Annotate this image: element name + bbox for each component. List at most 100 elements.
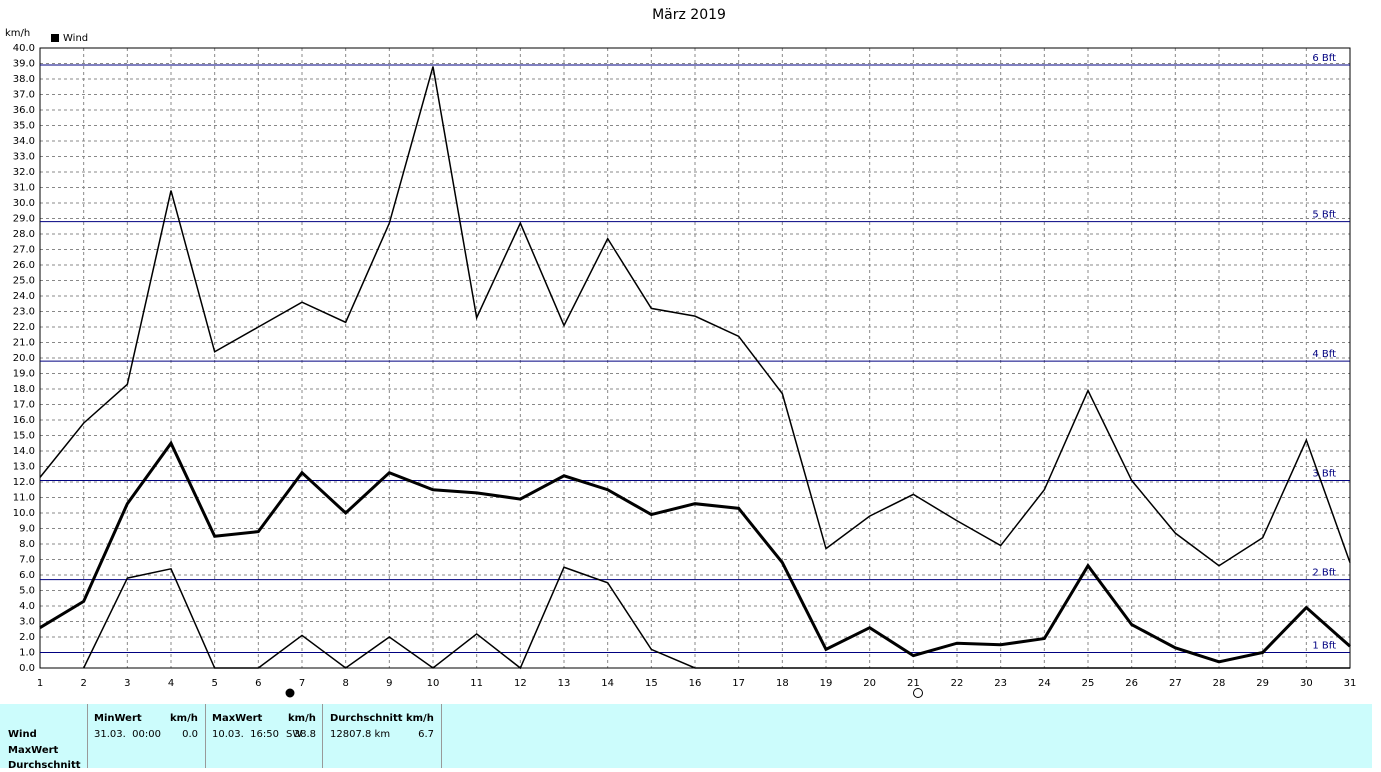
header: Durchschnitt km/h [330, 713, 434, 724]
reference-label: 3 Bft [1312, 468, 1336, 479]
x-tick-label: 27 [1169, 678, 1182, 689]
x-tick-label: 3 [124, 678, 130, 689]
y-tick-label: 38.0 [13, 74, 35, 85]
x-tick-label: 7 [299, 678, 305, 689]
header: km/h [288, 713, 316, 724]
x-tick-label: 14 [601, 678, 614, 689]
x-tick-label: 15 [645, 678, 658, 689]
x-tick-label: 5 [211, 678, 217, 689]
x-tick-label: 25 [1082, 678, 1095, 689]
y-tick-label: 24.0 [13, 291, 35, 302]
y-tick-label: 35.0 [13, 121, 35, 132]
row-label: Durchschnitt [8, 760, 81, 768]
y-tick-label: 15.0 [13, 431, 35, 442]
y-tick-label: 11.0 [13, 493, 35, 504]
y-tick-label: 17.0 [13, 400, 35, 411]
cell: SW [286, 729, 302, 740]
x-tick-label: 6 [255, 678, 261, 689]
x-tick-label: 19 [820, 678, 833, 689]
y-tick-label: 23.0 [13, 307, 35, 318]
y-tick-label: 26.0 [13, 260, 35, 271]
y-tick-label: 1.0 [19, 648, 35, 659]
reference-label: 2 Bft [1312, 568, 1336, 579]
y-tick-label: 29.0 [13, 214, 35, 225]
y-tick-label: 6.0 [19, 570, 35, 581]
y-tick-label: 14.0 [13, 446, 35, 457]
y-tick-label: 40.0 [13, 43, 35, 54]
x-tick-label: 8 [342, 678, 348, 689]
x-tick-label: 10 [427, 678, 440, 689]
y-tick-label: 16.0 [13, 415, 35, 426]
y-tick-label: 18.0 [13, 384, 35, 395]
average-line [39, 440, 1351, 664]
x-tick-label: 2 [80, 678, 86, 689]
x-tick-label: 17 [732, 678, 745, 689]
y-tick-label: 3.0 [19, 617, 35, 628]
reference-label: 4 Bft [1312, 349, 1336, 360]
moon-new [285, 688, 295, 698]
y-tick-label: 19.0 [13, 369, 35, 380]
x-tick-label: 4 [168, 678, 174, 689]
legend-swatch [51, 34, 59, 42]
y-tick-label: 7.0 [19, 555, 35, 566]
min-line [82, 566, 1350, 670]
y-tick-label: 12.0 [13, 477, 35, 488]
x-tick-label: 30 [1300, 678, 1313, 689]
row-label: Wind [8, 729, 37, 740]
reference-label: 5 Bft [1312, 210, 1336, 221]
x-tick-label: 9 [386, 678, 392, 689]
header: MinWert [94, 713, 142, 724]
x-tick-label: 31 [1344, 678, 1357, 689]
table-background [0, 704, 1372, 768]
y-tick-label: 20.0 [13, 353, 35, 364]
y-tick-label: 8.0 [19, 539, 35, 550]
cell: 0.0 [182, 729, 198, 740]
y-tick-label: 0.0 [19, 663, 35, 674]
y-tick-label: 32.0 [13, 167, 35, 178]
header: km/h [170, 713, 198, 724]
x-tick-label: 26 [1125, 678, 1138, 689]
row-label: MaxWert [8, 745, 59, 756]
y-tick-label: 37.0 [13, 90, 35, 101]
x-tick-label: 18 [776, 678, 789, 689]
moon-full [913, 688, 923, 698]
y-tick-label: 9.0 [19, 524, 35, 535]
y-tick-label: 22.0 [13, 322, 35, 333]
x-tick-label: 20 [863, 678, 876, 689]
y-tick-label: 10.0 [13, 508, 35, 519]
x-tick-label: 28 [1213, 678, 1226, 689]
x-tick-label: 24 [1038, 678, 1051, 689]
header: MaxWert [212, 713, 263, 724]
x-tick-label: 16 [689, 678, 702, 689]
y-tick-label: 21.0 [13, 338, 35, 349]
reference-label: 1 Bft [1312, 641, 1336, 652]
x-tick-label: 1 [37, 678, 43, 689]
chart-title: März 2019 [652, 7, 726, 23]
y-tick-label: 4.0 [19, 601, 35, 612]
cell: 6.7 [418, 729, 434, 740]
x-tick-label: 21 [907, 678, 920, 689]
y-tick-label: 2.0 [19, 632, 35, 643]
x-tick-label: 13 [558, 678, 571, 689]
y-tick-label: 34.0 [13, 136, 35, 147]
y-tick-label: 25.0 [13, 276, 35, 287]
y-tick-label: 30.0 [13, 198, 35, 209]
cell: 31.03. 00:00 [94, 729, 161, 740]
x-tick-label: 23 [994, 678, 1007, 689]
y-tick-label: 27.0 [13, 245, 35, 256]
cell: 10.03. 16:50 [212, 729, 279, 740]
y-tick-label: 13.0 [13, 462, 35, 473]
x-tick-label: 12 [514, 678, 527, 689]
x-tick-label: 11 [470, 678, 483, 689]
y-tick-label: 39.0 [13, 59, 35, 70]
legend-label: Wind [63, 33, 88, 44]
max-line [39, 66, 1351, 567]
cell: 12807.8 km [330, 729, 390, 740]
y-tick-label: 28.0 [13, 229, 35, 240]
y-tick-label: 31.0 [13, 183, 35, 194]
y-tick-label: 33.0 [13, 152, 35, 163]
y-tick-label: 5.0 [19, 586, 35, 597]
x-tick-label: 29 [1256, 678, 1269, 689]
y-tick-label: 36.0 [13, 105, 35, 116]
